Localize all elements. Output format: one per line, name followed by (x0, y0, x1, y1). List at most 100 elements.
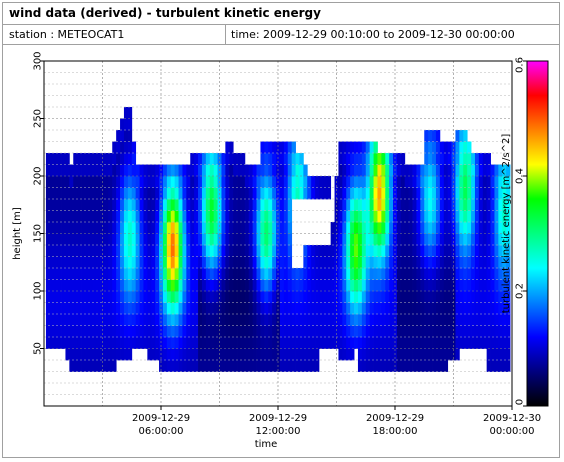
heatmap-cell (318, 291, 324, 303)
heatmap-cell (490, 325, 495, 338)
heatmap-cell (198, 314, 203, 326)
heatmap-cell (338, 210, 343, 223)
heatmap-cell (420, 210, 425, 223)
heatmap-cell (61, 325, 66, 338)
heatmap-cell (506, 256, 511, 269)
heatmap-cell (471, 245, 476, 257)
heatmap-cell (135, 268, 140, 280)
heatmap-cell (201, 222, 207, 234)
heatmap-cell (77, 153, 82, 165)
heatmap-cell (69, 245, 74, 257)
heatmap-cell (131, 222, 137, 234)
heatmap-cell (287, 348, 293, 361)
heatmap-cell (478, 279, 484, 292)
heatmap-cell (65, 233, 70, 246)
heatmap-cell (428, 348, 433, 361)
heatmap-cell (135, 199, 140, 211)
heatmap-cell (389, 164, 394, 177)
heatmap-cell (506, 222, 511, 234)
heatmap-cell (396, 279, 402, 292)
heatmap-cell (84, 222, 90, 234)
heatmap-cell (237, 222, 242, 234)
heatmap-cell (385, 360, 390, 372)
heatmap-cell (369, 325, 374, 338)
heatmap-cell (233, 245, 238, 257)
heatmap-cell (221, 245, 226, 257)
heatmap-cell (502, 291, 507, 303)
heatmap-cell (155, 187, 160, 200)
heatmap-cell (463, 291, 468, 303)
heatmap-cell (112, 245, 117, 257)
heatmap-cell (494, 199, 499, 211)
heatmap-cell (326, 268, 332, 280)
heatmap-cell (198, 279, 203, 292)
heatmap-cell (225, 222, 230, 234)
heatmap-cell (268, 199, 273, 211)
heatmap-cell (65, 268, 70, 280)
heatmap-cell (65, 210, 70, 223)
heatmap-cell (482, 187, 488, 200)
heatmap-cell (209, 187, 215, 200)
heatmap-cell (443, 337, 449, 349)
heatmap-cell (260, 279, 265, 292)
heatmap-cell (120, 279, 125, 292)
heatmap-cell (77, 360, 82, 372)
heatmap-cell (408, 360, 413, 372)
heatmap-cell (502, 337, 507, 349)
heatmap-cell (369, 360, 374, 372)
heatmap-cell (361, 325, 367, 338)
heatmap-cell (182, 164, 187, 177)
heatmap-cell (112, 187, 117, 200)
heatmap-cell (412, 314, 417, 326)
heatmap-cell (49, 268, 55, 280)
heatmap-cell (291, 360, 296, 372)
heatmap-cell (49, 337, 55, 349)
heatmap-cell (400, 245, 406, 257)
heatmap-cell (357, 279, 363, 292)
heatmap-cell (116, 176, 121, 188)
x-axis-ticks: 2009-12-2906:00:002009-12-2912:00:002009… (132, 406, 541, 437)
heatmap-cell (435, 164, 441, 177)
heatmap-cell (369, 199, 374, 211)
heatmap-cell (287, 268, 293, 280)
heatmap-cell (229, 348, 234, 361)
colorbar-tick-label: 0.4 (515, 168, 526, 184)
heatmap-cell (201, 256, 207, 269)
heatmap-cell (439, 141, 445, 154)
heatmap-cell (377, 268, 382, 280)
heatmap-cell (198, 176, 203, 188)
heatmap-cell (225, 302, 230, 315)
heatmap-cell (404, 279, 410, 292)
heatmap-cell (432, 164, 437, 177)
heatmap-cell (49, 325, 55, 338)
heatmap-cell (459, 176, 464, 188)
heatmap-cell (81, 360, 86, 372)
heatmap-cell (120, 176, 125, 188)
heatmap-cell (502, 245, 507, 257)
heatmap-cell (96, 187, 101, 200)
heatmap-cell (205, 210, 211, 223)
heatmap-cell (502, 279, 507, 292)
heatmap-cell (73, 199, 78, 211)
heatmap-cell (471, 210, 476, 223)
heatmap-cell (463, 302, 468, 315)
heatmap-cell (69, 199, 74, 211)
heatmap-cell (361, 187, 367, 200)
heatmap-cell (127, 141, 133, 154)
heatmap-cell (342, 199, 347, 211)
heatmap-cell (463, 222, 468, 234)
heatmap-cell (357, 153, 363, 165)
heatmap-cell (307, 279, 312, 292)
heatmap-cell (287, 279, 293, 292)
heatmap-cell (127, 187, 133, 200)
heatmap-cell (369, 279, 374, 292)
heatmap-cell (73, 176, 78, 188)
heatmap-cell (435, 268, 441, 280)
heatmap-cell (482, 302, 488, 315)
heatmap-cell (61, 153, 66, 165)
heatmap-cell (428, 314, 433, 326)
heatmap-cell (486, 187, 491, 200)
heatmap-cell (209, 176, 215, 188)
heatmap-cell (213, 153, 218, 165)
heatmap-cell (123, 302, 129, 315)
